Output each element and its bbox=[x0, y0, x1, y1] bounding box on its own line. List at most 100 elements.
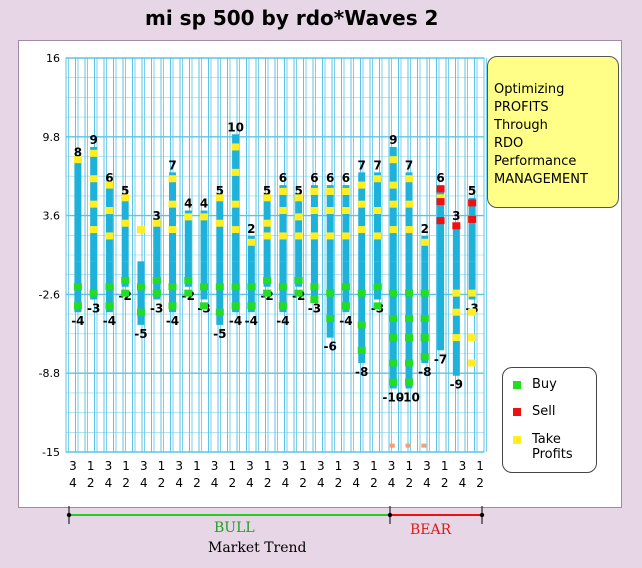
take-profit-marker bbox=[326, 207, 335, 215]
take-profit-marker bbox=[310, 187, 319, 195]
buy-marker bbox=[200, 302, 209, 310]
x-tick-label-bottom: 2 bbox=[193, 476, 201, 490]
take-profit-marker bbox=[373, 232, 382, 240]
buy-marker bbox=[405, 334, 414, 342]
legend-take-label-1: Take bbox=[532, 432, 561, 447]
promo-note: Optimizing PROFITS Through RDO Performan… bbox=[487, 56, 619, 208]
take-profit-marker bbox=[389, 181, 398, 189]
x-tick-label-top: 3 bbox=[352, 459, 360, 473]
take-profit-marker bbox=[373, 207, 382, 215]
take-profit-marker bbox=[263, 219, 272, 227]
take-profit-marker bbox=[105, 232, 114, 240]
buy-marker bbox=[263, 289, 272, 297]
x-tick-label-bottom: 4 bbox=[105, 476, 113, 490]
bar-label-top: 5 bbox=[216, 184, 224, 198]
take-profit-marker bbox=[263, 232, 272, 240]
bar-positive bbox=[295, 197, 303, 262]
take-profit-marker bbox=[200, 213, 209, 221]
take-profit-marker bbox=[389, 200, 398, 208]
take-profit-marker bbox=[215, 219, 224, 227]
sell-marker bbox=[452, 222, 461, 230]
buy-marker bbox=[341, 302, 350, 310]
buy-marker bbox=[73, 302, 82, 310]
buy-marker bbox=[389, 289, 398, 297]
bar-negative bbox=[326, 261, 334, 338]
take-profit-marker bbox=[89, 200, 98, 208]
bar-label-top: 9 bbox=[389, 133, 397, 147]
x-tick-label-bottom: 4 bbox=[246, 476, 254, 490]
take-profit-marker bbox=[341, 187, 350, 195]
bar-negative bbox=[184, 261, 192, 287]
sell-marker bbox=[436, 217, 445, 225]
note-line: Performance bbox=[494, 154, 577, 169]
bar-positive bbox=[216, 197, 224, 262]
take-profit-marker bbox=[452, 308, 461, 316]
x-tick-label-bottom: 4 bbox=[211, 476, 219, 490]
note-line: RDO bbox=[494, 136, 524, 151]
buy-marker bbox=[152, 289, 161, 297]
bar-positive bbox=[169, 172, 176, 262]
bar-negative bbox=[468, 261, 476, 300]
x-tick-label-bottom: 4 bbox=[459, 476, 467, 490]
buy-marker bbox=[136, 283, 145, 291]
take-profit-marker bbox=[231, 226, 240, 234]
take-profit-marker bbox=[168, 200, 177, 208]
bear-label: BEAR bbox=[410, 522, 452, 538]
take-profit-marker bbox=[105, 181, 114, 189]
x-tick-label-top: 1 bbox=[476, 459, 484, 473]
bar-negative bbox=[358, 261, 366, 364]
bar-negative bbox=[137, 261, 145, 325]
take-profit-marker bbox=[89, 149, 98, 157]
buy-marker bbox=[405, 378, 414, 386]
bar-label-bottom: -5 bbox=[213, 327, 226, 341]
buy-marker bbox=[73, 283, 82, 291]
buy-marker bbox=[357, 321, 366, 329]
take-profit-marker bbox=[168, 226, 177, 234]
bar-label-top: 8 bbox=[74, 146, 82, 160]
bar-label-bottom: -6 bbox=[324, 340, 337, 354]
x-tick-label-bottom: 4 bbox=[140, 476, 148, 490]
x-tick-label-top: 3 bbox=[175, 459, 183, 473]
buy-marker bbox=[215, 283, 224, 291]
x-tick-label-bottom: 2 bbox=[264, 476, 272, 490]
take-profit-marker bbox=[184, 213, 193, 221]
bar-label-top: 5 bbox=[121, 184, 129, 198]
bar-label-top: 5 bbox=[263, 184, 271, 198]
bar-negative bbox=[421, 261, 429, 364]
buy-marker bbox=[121, 276, 130, 284]
buy-marker bbox=[420, 315, 429, 323]
buy-marker bbox=[105, 302, 114, 310]
buy-marker bbox=[357, 346, 366, 354]
note-line: PROFITS bbox=[494, 100, 549, 115]
bar-positive bbox=[184, 210, 192, 262]
bar-label-bottom: -8 bbox=[355, 365, 368, 379]
buy-marker bbox=[294, 289, 303, 297]
bar-label-top: 6 bbox=[326, 171, 334, 185]
x-tick-label-bottom: 2 bbox=[122, 476, 130, 490]
bar-positive bbox=[405, 172, 413, 262]
bar-positive bbox=[326, 185, 334, 262]
bar-positive bbox=[310, 185, 318, 262]
bar-negative bbox=[389, 261, 397, 389]
take-profit-marker bbox=[231, 200, 240, 208]
bar-label-top: 4 bbox=[200, 197, 208, 211]
buy-marker bbox=[121, 289, 130, 297]
take-profit-marker bbox=[405, 200, 414, 208]
take-profit-marker bbox=[405, 175, 414, 183]
bar-positive bbox=[421, 235, 429, 262]
take-profit-marker bbox=[405, 226, 414, 234]
x-tick-label-top: 3 bbox=[140, 459, 148, 473]
take-profit-marker bbox=[247, 238, 256, 246]
x-tick-label-bottom: 2 bbox=[87, 476, 95, 490]
take-profit-marker bbox=[231, 168, 240, 176]
x-tick-label-top: 3 bbox=[211, 459, 219, 473]
take-profit-marker bbox=[121, 194, 130, 202]
x-tick-label-bottom: 2 bbox=[476, 476, 484, 490]
x-tick-label-top: 3 bbox=[246, 459, 254, 473]
x-tick-label-top: 1 bbox=[193, 459, 201, 473]
buy-marker bbox=[420, 353, 429, 361]
bar-positive bbox=[74, 159, 82, 262]
bar-negative bbox=[437, 261, 445, 351]
take-profit-marker bbox=[278, 207, 287, 215]
x-tick-label-bottom: 2 bbox=[299, 476, 307, 490]
